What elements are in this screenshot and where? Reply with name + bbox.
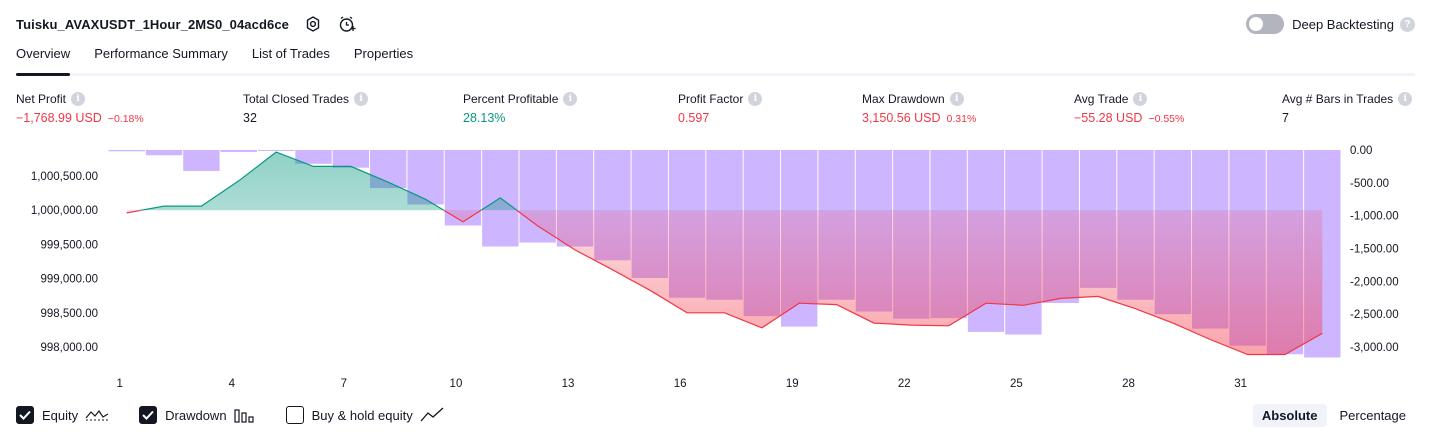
x-axis-tick-label: 19 (786, 378, 799, 390)
deep-backtesting-label: Deep Backtesting (1292, 16, 1394, 32)
metric-max-drawdown: Max Drawdown i 3,150.56 USD 0.31% (862, 92, 976, 125)
metric-value: 7 (1282, 111, 1289, 125)
metric-value: 32 (243, 111, 257, 125)
metric-percent: −0.18% (107, 113, 144, 125)
x-axis-tick-label: 25 (1010, 378, 1023, 390)
equity-line-loss (126, 210, 1323, 356)
equity-line-icon (85, 408, 109, 422)
right-axis-tick-label: -2,500.00 (1350, 309, 1399, 321)
right-axis-tick-label: -1,000.00 (1350, 211, 1399, 223)
strategy-title: Tuisku_AVAXUSDT_1Hour_2MS0_04acd6ce (16, 16, 289, 32)
drawdown-bar (257, 150, 295, 151)
x-axis-tick-label: 28 (1122, 378, 1135, 390)
info-icon[interactable]: i (354, 92, 369, 106)
x-axis-tick-label: 10 (450, 378, 463, 390)
x-axis-tick-label: 7 (341, 378, 347, 390)
drawdown-bar (220, 150, 257, 152)
percentage-button[interactable]: Percentage (1339, 407, 1407, 423)
right-axis-tick-label: -1,500.00 (1350, 244, 1399, 256)
legend-equity[interactable]: Equity (16, 406, 109, 424)
metric-net-profit: Net Profit i −1,768.99 USD −0.18% (16, 92, 144, 125)
x-axis-tick-label: 1 (116, 378, 122, 390)
drawdown-bar (295, 150, 332, 164)
tab-overview[interactable]: Overview (16, 46, 71, 76)
left-axis-tick-label: 999,000.00 (40, 274, 98, 286)
metric-value: −1,768.99 USD (16, 111, 102, 125)
metric-label: Profit Factor (678, 92, 744, 106)
scale-toggle: Absolute Percentage (1249, 403, 1415, 427)
equity-checkbox[interactable] (16, 406, 34, 424)
metrics-row: Net Profit i −1,768.99 USD −0.18% Total Cl… (16, 92, 1415, 132)
drawdown-bar (108, 150, 145, 152)
info-icon[interactable]: i (1398, 92, 1413, 106)
x-axis-tick-label: 31 (1234, 378, 1247, 390)
right-axis-tick-label: -3,000.00 (1350, 342, 1399, 354)
metric-value: 28.13% (463, 111, 506, 125)
left-axis-tick-label: 998,500.00 (40, 308, 98, 320)
info-icon[interactable]: i (563, 92, 578, 106)
left-axis-tick-label: 998,000.00 (40, 342, 98, 354)
x-axis-tick-label: 16 (674, 378, 687, 390)
bar-chart-icon (233, 407, 256, 423)
right-axis-tick-label: -500.00 (1350, 178, 1389, 190)
drawdown-bar (332, 150, 370, 168)
equity-line (126, 151, 1323, 356)
metric-percent: 0.31% (946, 113, 977, 125)
equity-loss-area (126, 210, 1323, 355)
drawdown-bar (183, 150, 220, 172)
info-icon[interactable]: i (748, 92, 763, 106)
equity-drawdown-chart[interactable]: 1,000,500.00 1,000,000.00 999,500.00 999,00… (0, 140, 1431, 395)
deep-backtesting-toggle[interactable] (1246, 14, 1285, 34)
metric-label: Avg # Bars in Trades (1282, 92, 1394, 106)
info-icon[interactable]: i (1133, 92, 1148, 106)
absolute-button[interactable]: Absolute (1252, 403, 1327, 427)
metric-percent-profitable: Percent Profitable i 28.13% (463, 92, 578, 125)
x-axis-tick-label: 4 (229, 378, 236, 390)
equity-line-profit (138, 151, 518, 211)
trend-line-icon (420, 407, 444, 423)
legend-drawdown[interactable]: Drawdown (139, 406, 255, 424)
metric-profit-factor: Profit Factor i 0.597 (678, 92, 763, 125)
drawdown-bar (145, 150, 183, 156)
equity-profit-area (141, 152, 517, 211)
metric-avg-trade: Avg Trade i −55.28 USD −0.55% (1074, 92, 1184, 125)
settings-icon[interactable] (303, 14, 323, 34)
report-tabs: Overview Performance Summary List of Tra… (16, 46, 1415, 76)
metric-percent: −0.55% (1148, 113, 1185, 125)
metric-value: 3,150.56 USD (862, 111, 941, 125)
right-axis-tick-label: -2,000.00 (1350, 276, 1399, 288)
drawdown-checkbox[interactable] (139, 406, 158, 424)
metric-label: Net Profit (16, 92, 67, 106)
info-icon[interactable]: i (71, 92, 86, 106)
x-axis-tick-label: 13 (562, 378, 575, 390)
help-icon[interactable]: ? (1400, 16, 1415, 32)
tab-list-of-trades[interactable]: List of Trades (251, 46, 330, 61)
left-axis-tick-label: 999,500.00 (40, 239, 98, 251)
metric-label: Avg Trade (1074, 92, 1129, 106)
metric-avg-bars-in-trades: Avg # Bars in Trades i 7 (1282, 92, 1413, 125)
right-axis-tick-label: 0.00 (1350, 145, 1372, 157)
tab-properties[interactable]: Properties (353, 46, 414, 61)
metric-label: Percent Profitable (463, 92, 559, 106)
alarm-clock-add-icon[interactable] (337, 14, 357, 34)
strategy-header: Tuisku_AVAXUSDT_1Hour_2MS0_04acd6ce Deep… (16, 10, 1415, 38)
chart-footer: Equity Drawdown Buy & hold equity Absolu… (16, 402, 1415, 428)
metric-value: 0.597 (678, 111, 710, 125)
metric-total-closed-trades: Total Closed Trades i 32 (243, 92, 369, 125)
chart-axes: 1,000,500.00 1,000,000.00 999,500.00 999,00… (31, 145, 1399, 390)
metric-label: Max Drawdown (862, 92, 945, 106)
legend-label: Drawdown (165, 407, 227, 423)
x-axis-tick-label: 22 (898, 378, 911, 390)
metric-label: Total Closed Trades (243, 92, 350, 106)
left-axis-tick-label: 1,000,000.00 (31, 205, 98, 217)
deep-backtesting-control: Deep Backtesting ? (1246, 14, 1415, 34)
legend-label: Equity (42, 407, 79, 423)
left-axis-tick-label: 1,000,500.00 (31, 171, 98, 183)
tab-performance-summary[interactable]: Performance Summary (94, 46, 228, 61)
metric-value: −55.28 USD (1074, 111, 1143, 125)
legend-buy-hold-equity[interactable]: Buy & hold equity (285, 406, 444, 424)
buy-hold-checkbox[interactable] (285, 406, 304, 424)
info-icon[interactable]: i (949, 92, 964, 106)
legend-label: Buy & hold equity (311, 407, 413, 423)
